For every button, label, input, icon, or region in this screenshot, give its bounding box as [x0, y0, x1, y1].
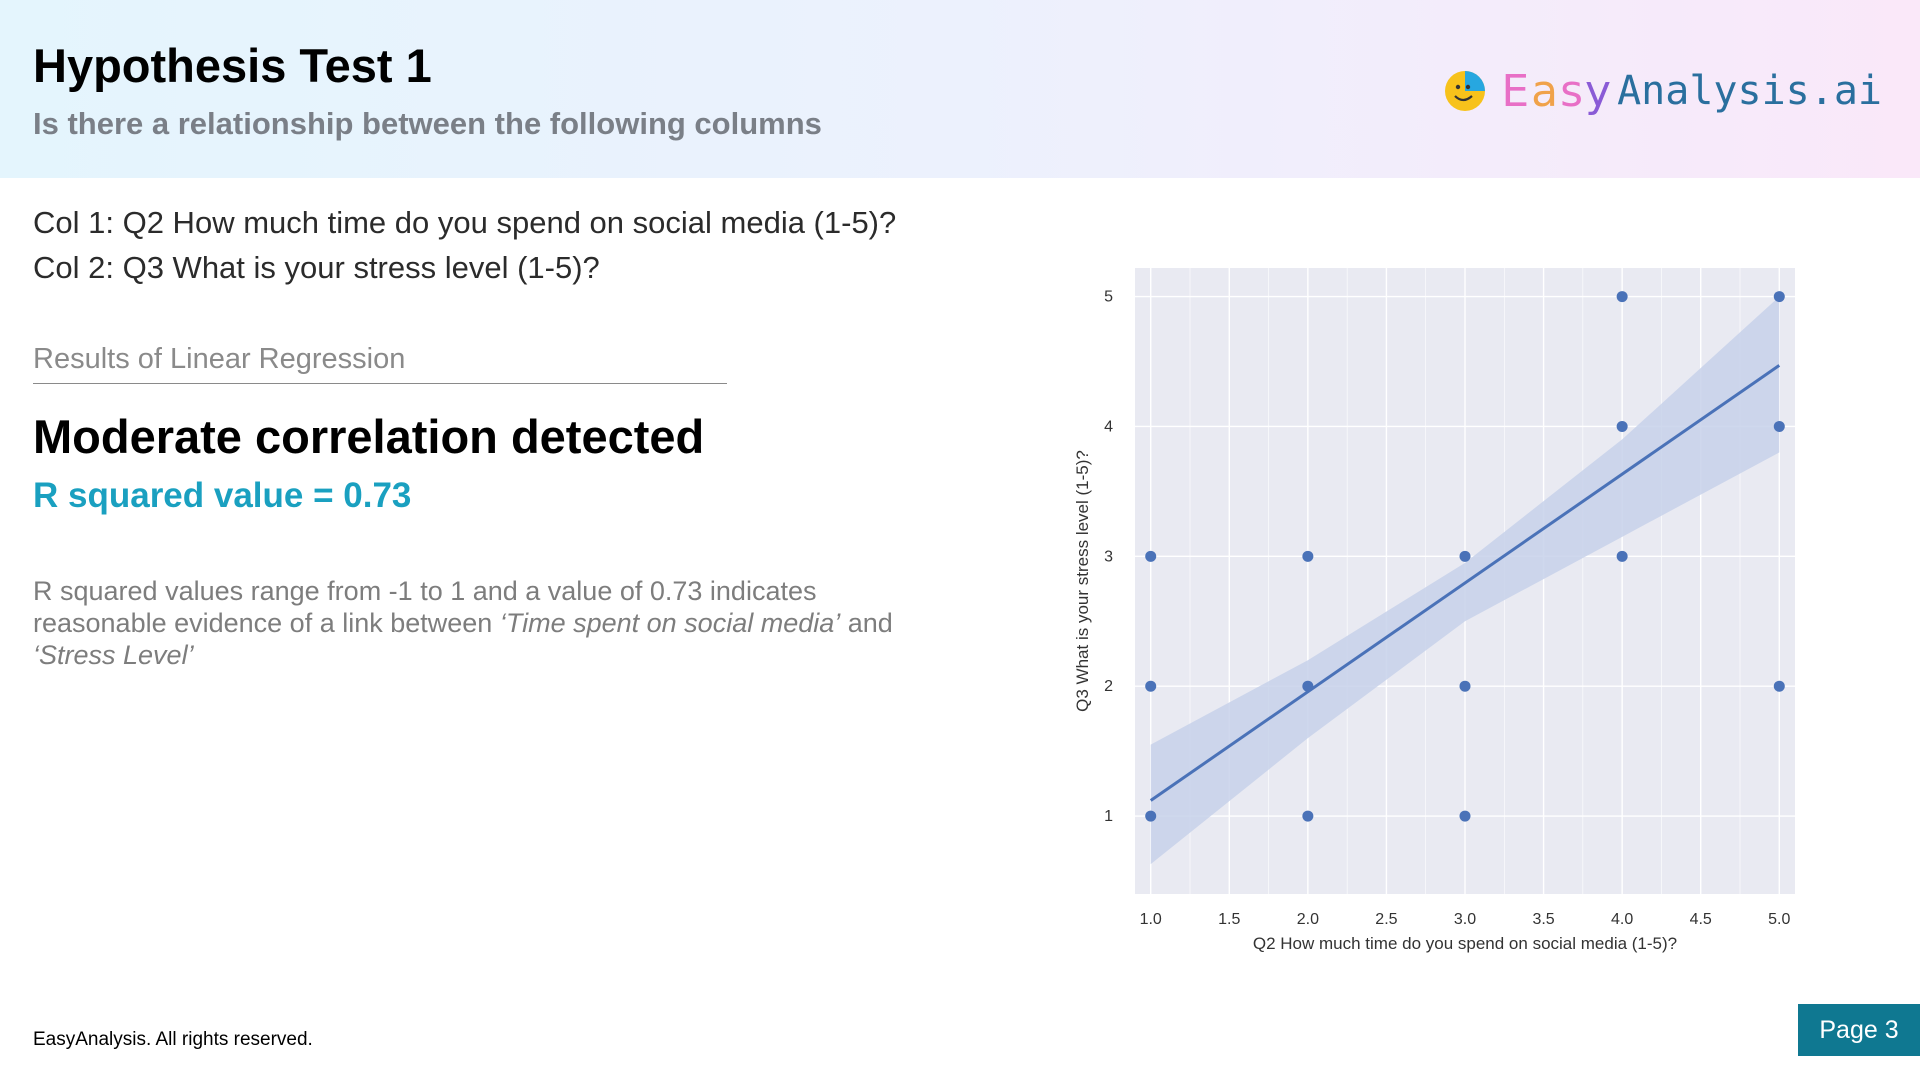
r-squared-value: R squared value = 0.73: [33, 476, 412, 515]
x-tick-label: 4.0: [1611, 911, 1633, 928]
data-point: [1302, 680, 1314, 692]
data-point: [1145, 680, 1157, 692]
result-explanation: R squared values range from -1 to 1 and …: [33, 576, 893, 670]
x-tick-label: 4.5: [1690, 911, 1712, 928]
x-tick-label: 3.5: [1532, 911, 1554, 928]
scatter-regression-chart: 1.0 1.5 2.0 2.5 3.0 3.5 4.0 4.5 5.0 1 2 3 4 5 Q2 How m…: [1073, 268, 1795, 953]
data-point: [1616, 550, 1628, 562]
x-tick-label: 1.0: [1140, 911, 1162, 928]
brand-name-easy: Easy: [1501, 65, 1614, 117]
results-section-label: Results of Linear Regression: [33, 343, 406, 375]
data-point: [1616, 291, 1628, 303]
x-tick-label: 5.0: [1768, 911, 1790, 928]
x-axis-label: Q2 How much time do you spend on social …: [1253, 934, 1677, 953]
data-point: [1773, 420, 1785, 432]
data-point: [1773, 291, 1785, 303]
smiley-pie-icon: [1445, 71, 1486, 111]
x-tick-label: 2.0: [1297, 911, 1319, 928]
x-tick-label: 1.5: [1218, 911, 1240, 928]
page-title: Hypothesis Test 1: [33, 39, 432, 92]
header-banner: Hypothesis Test 1 Is there a relationshi…: [0, 0, 1920, 178]
data-point: [1145, 810, 1157, 822]
data-point: [1459, 680, 1471, 692]
data-point: [1773, 680, 1785, 692]
column-1-label: Col 1: Q2 How much time do you spend on …: [33, 205, 897, 240]
data-point: [1459, 810, 1471, 822]
x-tick-label: 2.5: [1375, 911, 1397, 928]
y-axis-label: Q3 What is your stress level (1-5)?: [1073, 450, 1092, 712]
data-point: [1145, 550, 1157, 562]
x-tick-label: 3.0: [1454, 911, 1476, 928]
brand-logo: Easy Analysis.ai: [1443, 60, 1882, 122]
brand-name-analysis: Analysis.ai: [1617, 68, 1882, 114]
regression-line: [1149, 364, 1781, 802]
section-divider: [33, 383, 727, 384]
page-number-button[interactable]: Page 3: [1798, 1004, 1920, 1056]
y-tick-label: 2: [1104, 678, 1113, 695]
y-tick-label: 5: [1104, 289, 1113, 306]
confidence-band: [1150, 296, 1780, 865]
data-point: [1302, 810, 1314, 822]
copyright-text: EasyAnalysis. All rights reserved.: [33, 1029, 313, 1050]
data-point: [1302, 550, 1314, 562]
y-tick-label: 1: [1104, 808, 1113, 825]
column-2-label: Col 2: Q3 What is your stress level (1-5…: [33, 250, 600, 285]
page-subtitle: Is there a relationship between the foll…: [33, 106, 822, 141]
data-point: [1459, 550, 1471, 562]
y-tick-label: 4: [1104, 418, 1113, 435]
data-point: [1616, 420, 1628, 432]
result-headline: Moderate correlation detected: [33, 410, 705, 463]
y-tick-label: 3: [1104, 548, 1113, 565]
